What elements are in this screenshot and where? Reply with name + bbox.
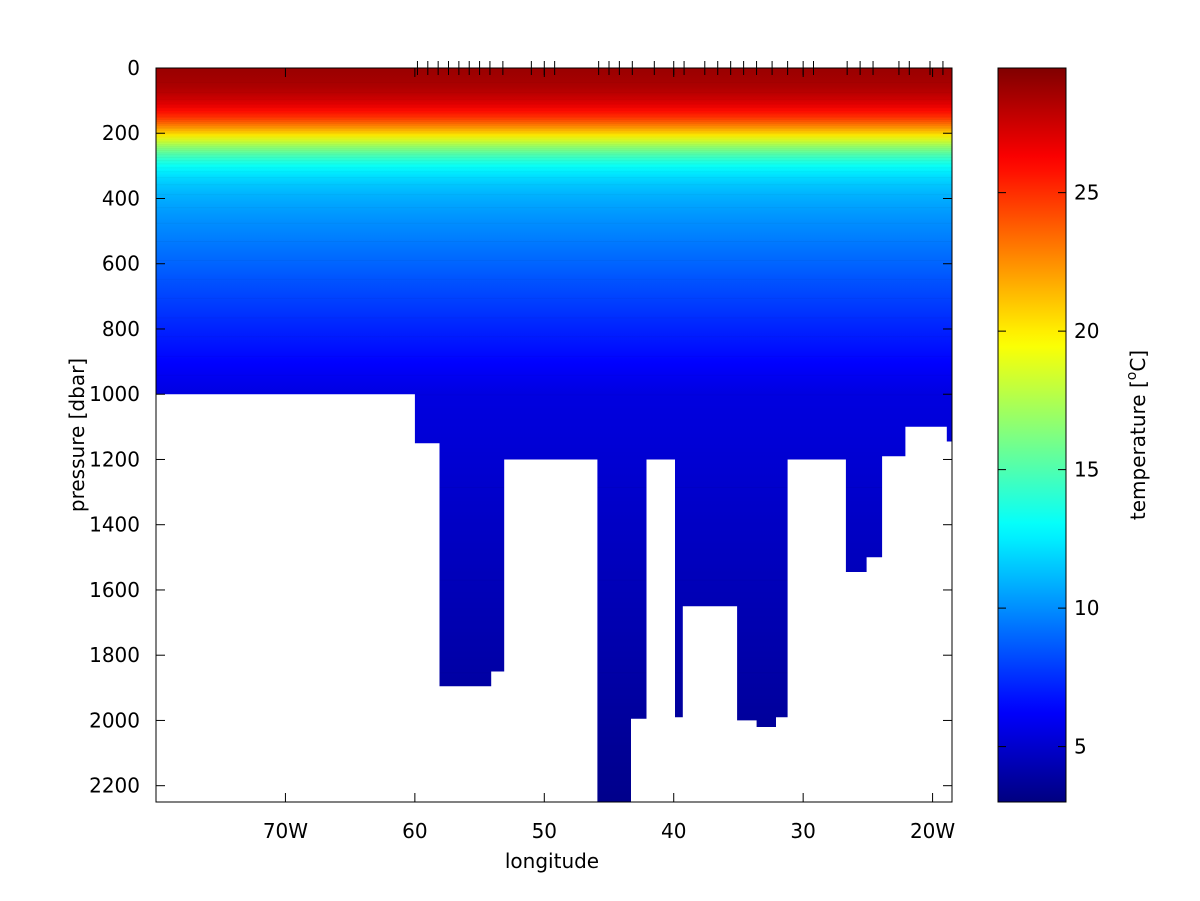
- colorbar-tick-label: 15: [1074, 458, 1099, 482]
- x-axis: 70W 60 50 40 30 20W: [263, 68, 955, 843]
- colorbar-label-sup: o: [1124, 372, 1140, 381]
- y-tick-label: 2200: [89, 774, 140, 798]
- plot-area: [156, 68, 952, 802]
- y-tick-label: 400: [102, 186, 140, 210]
- y-tick-label: 1400: [89, 513, 140, 537]
- colorbar-tick-label: 25: [1074, 181, 1099, 205]
- y-axis: 0 200 400 600 800 1000 1200 1400 1600 1800 2000 220…: [89, 56, 952, 798]
- y-tick-label: 2000: [89, 708, 140, 732]
- colorbar: 5 10 15 20 25 temperature [oC]: [997, 67, 1150, 803]
- x-axis-label: longitude: [505, 849, 599, 873]
- x-tick-label: 60: [402, 819, 427, 843]
- colorbar-tick-label: 20: [1074, 319, 1099, 343]
- colorbar-fill: [998, 68, 1066, 802]
- y-tick-label: 1200: [89, 447, 140, 471]
- colorbar-label: temperature [oC]: [1124, 350, 1150, 520]
- colorbar-tick-label: 5: [1074, 735, 1087, 759]
- colorbar-tick-label: 10: [1074, 596, 1099, 620]
- colorbar-frame: [997, 67, 1067, 803]
- y-tick-label: 200: [102, 121, 140, 145]
- seafloor-mask: [156, 394, 952, 802]
- y-tick-label: 1800: [89, 643, 140, 667]
- x-tick-label: 70W: [263, 819, 308, 843]
- y-tick-label: 1600: [89, 578, 140, 602]
- x-tick-label: 50: [532, 819, 557, 843]
- y-tick-label: 600: [102, 252, 140, 276]
- x-tick-label: 30: [790, 819, 815, 843]
- plot-frame: [155, 67, 953, 803]
- colorbar-label-main: temperature [: [1126, 380, 1150, 520]
- colorbar-label-end: C]: [1126, 350, 1150, 372]
- y-tick-label: 800: [102, 317, 140, 341]
- x-tick-label: 40: [661, 819, 686, 843]
- y-tick-label: 1000: [89, 382, 140, 406]
- x-tick-label: 20W: [910, 819, 955, 843]
- y-tick-label: 0: [127, 56, 140, 80]
- y-axis-label: pressure [dbar]: [65, 358, 89, 512]
- colorbar-ticks: 5 10 15 20 25: [998, 181, 1099, 759]
